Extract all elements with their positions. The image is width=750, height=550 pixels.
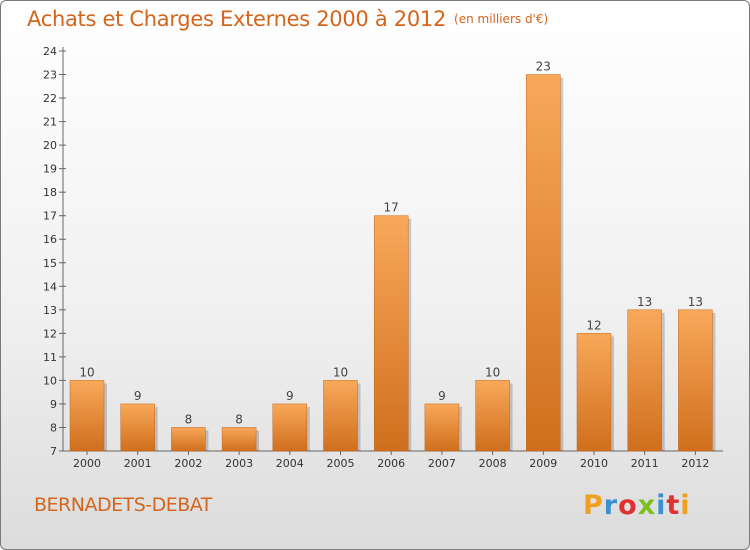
logo-letter: i bbox=[680, 490, 691, 521]
logo-letter: x bbox=[637, 490, 657, 521]
y-tick-label: 22 bbox=[43, 92, 57, 105]
x-tick-label: 2004 bbox=[276, 457, 304, 470]
logo-letter: r bbox=[603, 490, 619, 521]
bar bbox=[627, 309, 662, 452]
data-label: 9 bbox=[134, 389, 142, 403]
x-tick-label: 2005 bbox=[327, 457, 355, 470]
data-label: 9 bbox=[286, 389, 294, 403]
x-tick-label: 2008 bbox=[479, 457, 507, 470]
y-tick-label: 23 bbox=[43, 69, 57, 82]
data-label: 8 bbox=[235, 412, 243, 426]
data-label: 13 bbox=[637, 295, 652, 309]
data-label: 10 bbox=[333, 365, 348, 379]
y-tick-label: 18 bbox=[43, 186, 57, 199]
y-tick-label: 12 bbox=[43, 327, 57, 340]
bar bbox=[323, 380, 358, 452]
bar bbox=[475, 380, 510, 452]
data-label: 12 bbox=[586, 318, 601, 332]
x-tick-label: 2006 bbox=[377, 457, 405, 470]
data-label: 23 bbox=[536, 60, 551, 74]
y-tick-label: 17 bbox=[43, 210, 57, 223]
chart-title: Achats et Charges Externes 2000 à 2012 (e… bbox=[27, 7, 548, 31]
commune-name: BERNADETS-DEBAT bbox=[34, 494, 212, 516]
bar bbox=[221, 427, 257, 452]
bar bbox=[678, 309, 713, 452]
x-tick-label: 2001 bbox=[124, 457, 152, 470]
data-label: 13 bbox=[688, 295, 703, 309]
chart-title-text: Achats et Charges Externes 2000 à 2012 bbox=[27, 7, 447, 31]
y-tick-label: 13 bbox=[43, 304, 57, 317]
proxiti-logo: Proxiti bbox=[583, 490, 691, 521]
y-tick-label: 10 bbox=[43, 374, 57, 387]
data-label: 8 bbox=[185, 412, 193, 426]
bar bbox=[171, 427, 206, 452]
y-tick-label: 8 bbox=[50, 421, 57, 434]
bar bbox=[373, 215, 409, 452]
data-label: 17 bbox=[384, 201, 399, 215]
y-tick-label: 9 bbox=[50, 398, 57, 411]
y-tick-label: 19 bbox=[43, 163, 57, 176]
logo-letter: P bbox=[583, 490, 604, 521]
bar bbox=[272, 403, 308, 452]
chart-unit: (en milliers d'€) bbox=[454, 12, 549, 26]
data-label: 9 bbox=[438, 389, 446, 403]
x-tick-label: 2007 bbox=[428, 457, 456, 470]
logo-letter: o bbox=[618, 490, 638, 521]
y-tick-label: 14 bbox=[43, 280, 57, 293]
data-label: 10 bbox=[485, 365, 500, 379]
x-tick-label: 2002 bbox=[174, 457, 202, 470]
logo-letter: t bbox=[666, 490, 681, 521]
x-tick-label: 2011 bbox=[631, 457, 659, 470]
x-tick-label: 2012 bbox=[681, 457, 709, 470]
x-tick-label: 2010 bbox=[580, 457, 608, 470]
bar bbox=[69, 380, 105, 452]
y-tick-label: 20 bbox=[43, 139, 57, 152]
y-tick-label: 7 bbox=[50, 445, 57, 458]
x-tick-label: 2000 bbox=[73, 457, 101, 470]
y-tick-label: 16 bbox=[43, 233, 57, 246]
bar bbox=[526, 74, 561, 452]
bar bbox=[576, 333, 612, 452]
x-tick-label: 2009 bbox=[529, 457, 557, 470]
bar bbox=[120, 403, 155, 452]
bar bbox=[424, 403, 460, 452]
data-label: 10 bbox=[79, 365, 94, 379]
logo-letter: i bbox=[656, 490, 667, 521]
y-tick-label: 24 bbox=[43, 45, 57, 58]
y-tick-label: 11 bbox=[43, 351, 57, 364]
y-tick-label: 21 bbox=[43, 116, 57, 129]
y-tick-label: 15 bbox=[43, 257, 57, 270]
x-tick-label: 2003 bbox=[225, 457, 253, 470]
